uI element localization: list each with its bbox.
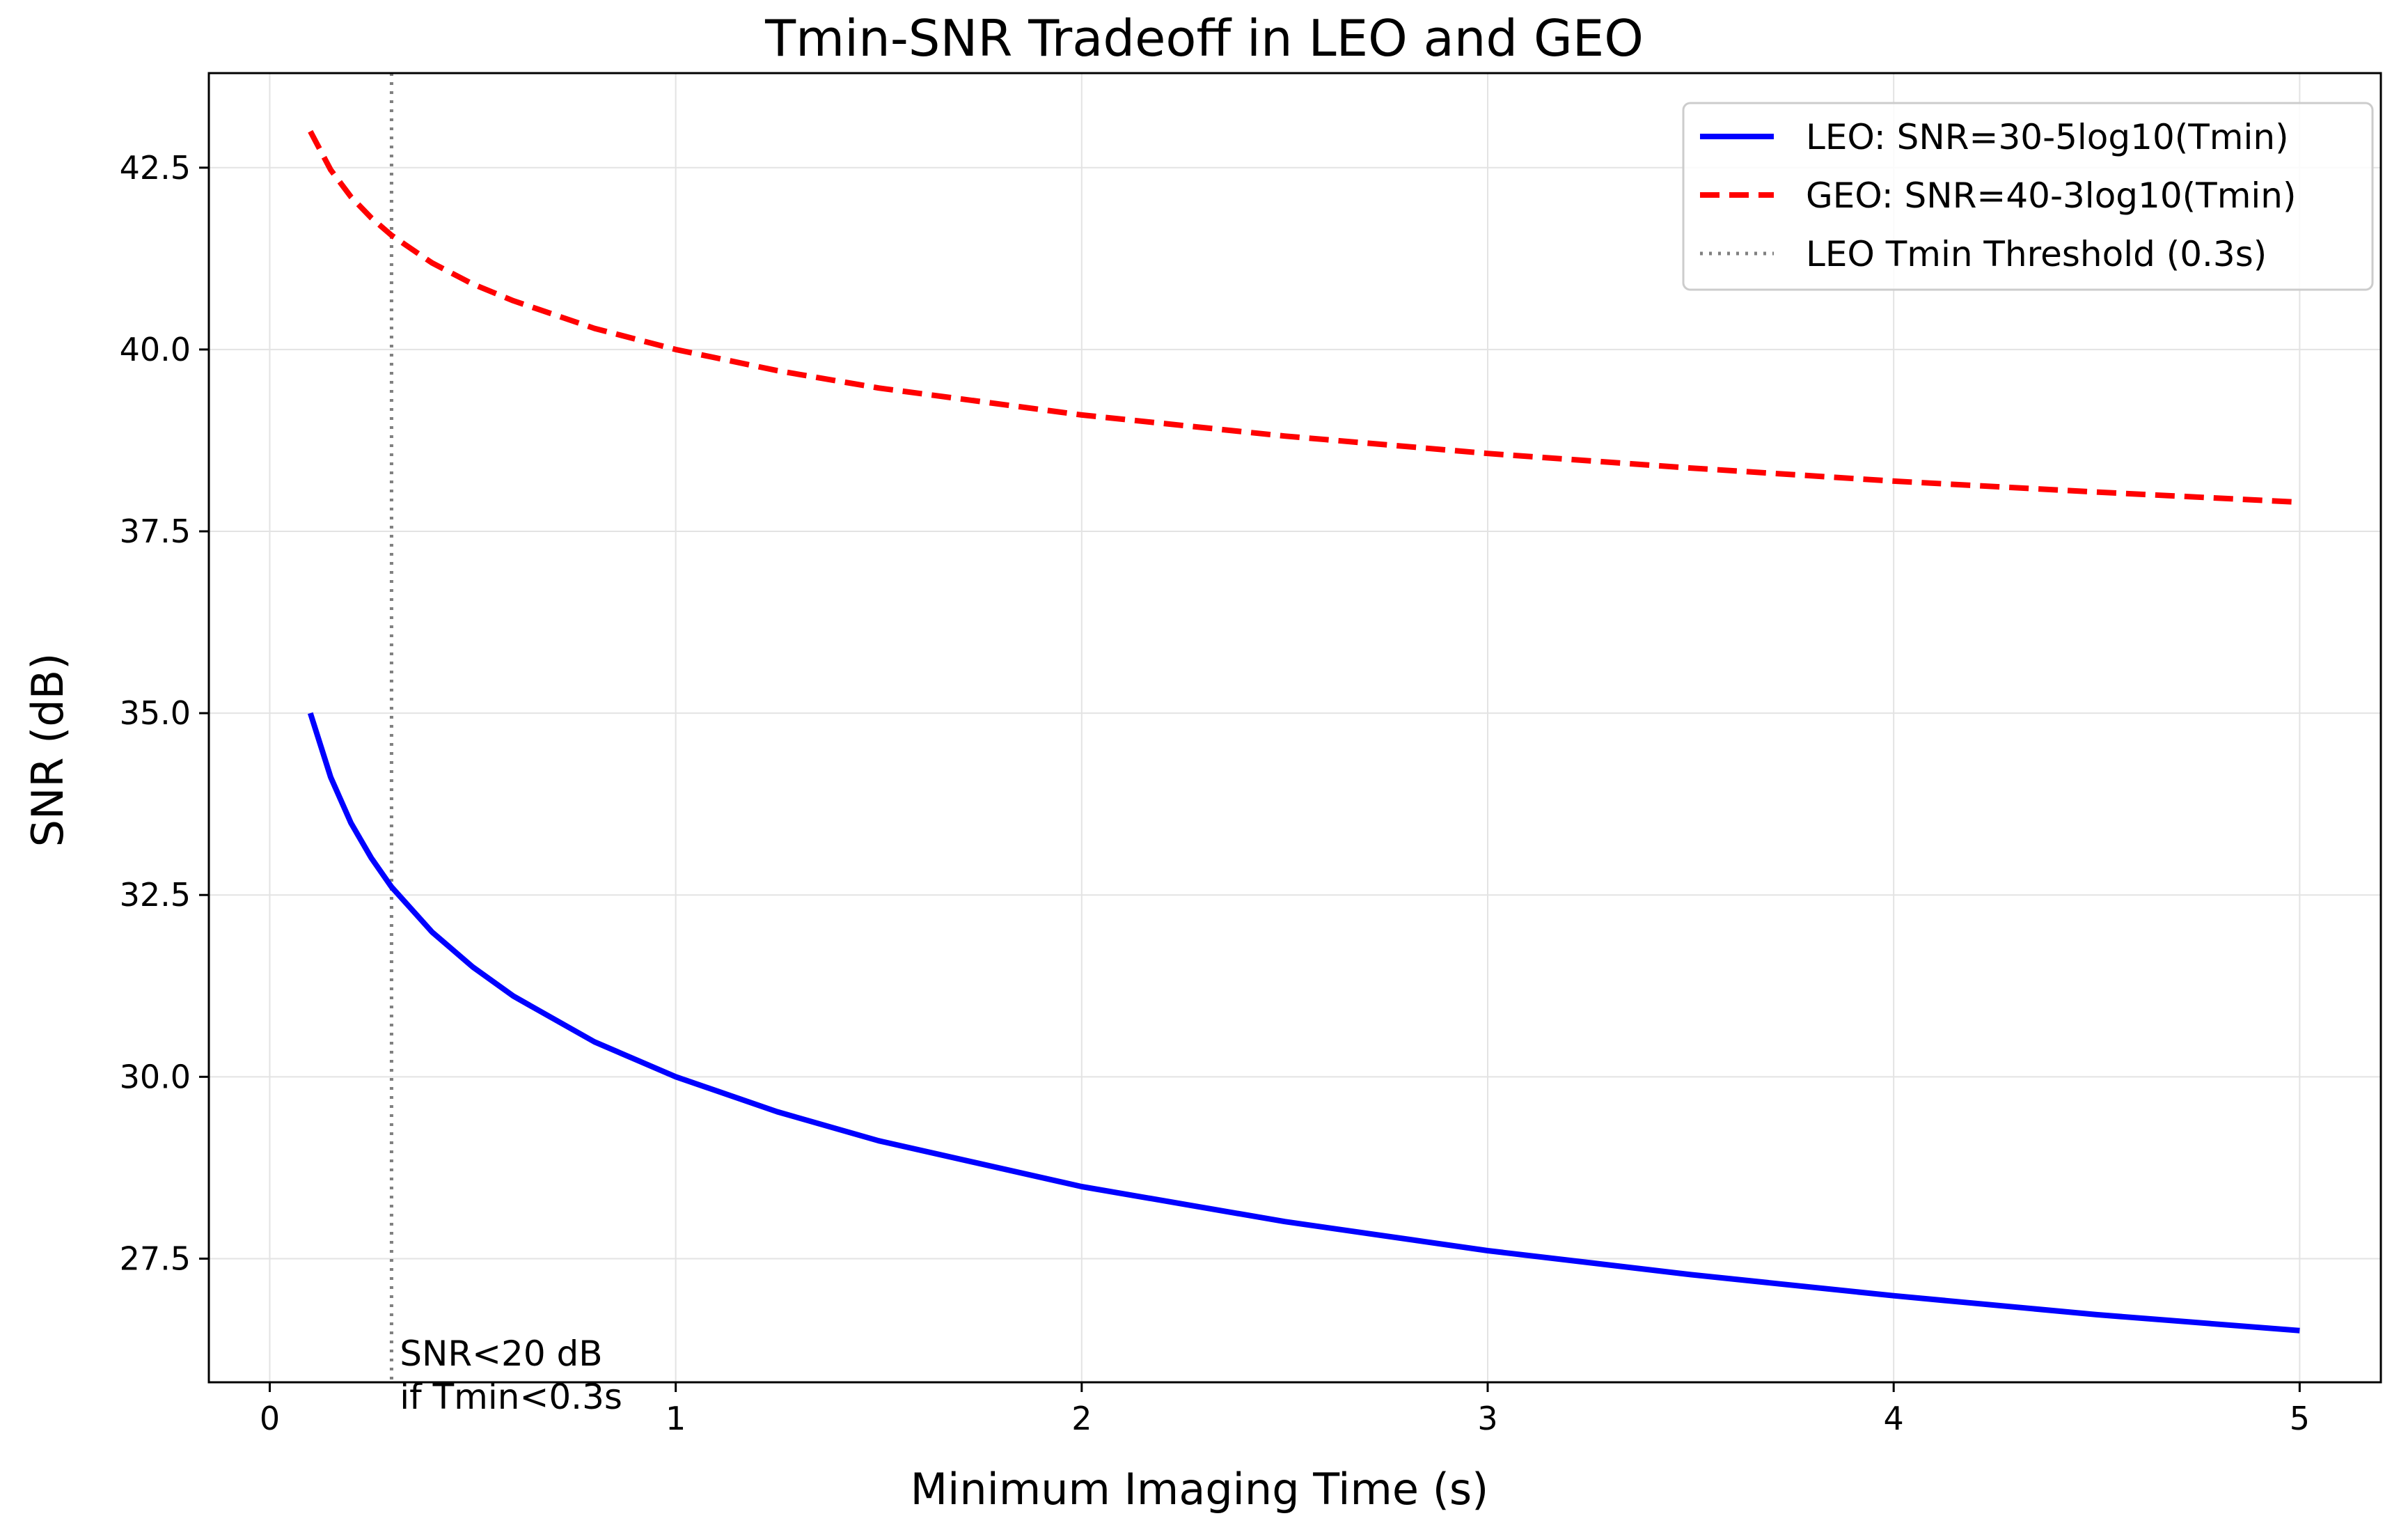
legend-label: LEO: SNR=30-5log10(Tmin): [1806, 117, 2289, 157]
axis-ticks: 0 1 2 3 4 5 27.5 30.0 32.5 35.0 37.5 40.0 42.5: [120, 149, 2310, 1437]
legend-box: [1682, 102, 2374, 291]
y-tick-label: 35.0: [120, 694, 191, 732]
y-tick-label: 37.5: [120, 513, 191, 550]
annotation-text: if Tmin<0.3s: [400, 1377, 622, 1417]
annotation-text: SNR<20 dB: [400, 1334, 602, 1374]
series-line-geo: [308, 130, 2300, 506]
y-axis-label: SNR (dB): [22, 653, 73, 847]
chart-title: Tmin-SNR Tradeoff in LEO and GEO: [764, 9, 1644, 68]
series-line-leo: [307, 712, 2300, 1334]
y-tick-label: 32.5: [120, 876, 191, 914]
x-tick-label: 2: [1071, 1400, 1092, 1437]
x-tick-label: 4: [1884, 1400, 1904, 1437]
legend: LEO: SNR=30-5log10(Tmin) GEO: SNR=40-3log…: [1682, 102, 2374, 291]
plot-area: [307, 73, 2300, 1382]
x-tick-label: 1: [666, 1400, 686, 1437]
y-tick-label: 40.0: [120, 331, 191, 368]
legend-label: LEO Tmin Threshold (0.3s): [1806, 234, 2267, 274]
y-tick-label: 30.0: [120, 1058, 191, 1095]
y-tick-label: 27.5: [120, 1240, 191, 1277]
x-tick-label: 0: [260, 1400, 280, 1437]
plot-frame: [207, 72, 2382, 1384]
x-tick-label: 3: [1477, 1400, 1497, 1437]
legend-label: GEO: SNR=40-3log10(Tmin): [1806, 175, 2297, 216]
x-axis-label: Minimum Imaging Time (s): [911, 1464, 1489, 1515]
x-tick-label: 5: [2290, 1400, 2310, 1437]
y-tick-label: 42.5: [120, 149, 191, 187]
